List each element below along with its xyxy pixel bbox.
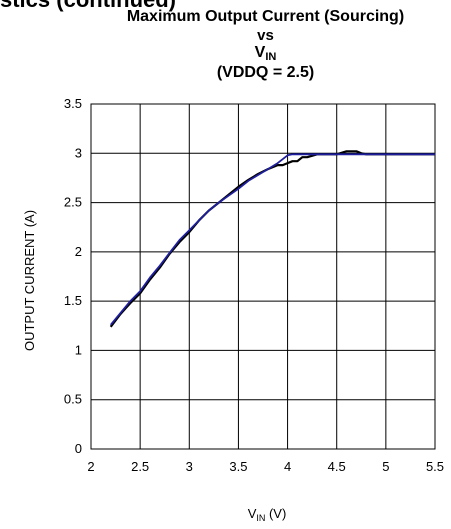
y-tick-label: 0.5 (64, 392, 82, 407)
x-tick-label: 5.5 (426, 459, 444, 474)
chart-title-line2: vs (257, 27, 274, 44)
x-tick-label: 5 (382, 459, 389, 474)
x-axis-label-main: V (248, 506, 257, 521)
x-axis-label-suffix: (V) (265, 506, 286, 521)
y-tick-label: 2.5 (64, 195, 82, 210)
x-tick-labels: 2 2.5 3 3.5 4 4.5 5 5.5 (87, 459, 444, 474)
x-tick-label: 3.5 (229, 459, 247, 474)
x-axis-label: VIN (V) (248, 506, 287, 523)
x-tick-label: 2 (87, 459, 94, 474)
y-tick-label: 1.5 (64, 293, 82, 308)
chart-title-vin-main: V (254, 44, 266, 61)
x-tick-label: 3 (186, 459, 193, 474)
grid-lines (90, 103, 436, 450)
chart-title-line3: VIN (80, 44, 451, 66)
y-tick-label: 1 (75, 342, 82, 357)
y-tick-label: 3.5 (64, 96, 82, 111)
x-tick-label: 4.5 (328, 459, 346, 474)
data-series (109, 150, 435, 328)
y-axis-label: OUTPUT CURRENT (A) (22, 210, 37, 351)
x-tick-label: 2.5 (131, 459, 149, 474)
y-tick-label: 3 (75, 145, 82, 160)
clipped-section-header: stics (continued) (0, 0, 176, 13)
chart-title-vin-sub: IN (265, 51, 277, 63)
y-tick-labels: 0 0.5 1 1.5 2 2.5 3 3.5 (64, 96, 82, 456)
plot-area-frame (90, 103, 436, 450)
chart-title-line4: (VDDQ = 2.5) (216, 64, 315, 81)
x-axis-label-sub: IN (256, 513, 265, 523)
x-tick-label: 4 (284, 459, 291, 474)
series-line-2 (110, 153, 435, 326)
chart-title-line1: Maximum Output Current (Sourcing) (126, 8, 405, 25)
y-tick-label: 0 (75, 441, 82, 456)
y-tick-label: 2 (75, 244, 82, 259)
